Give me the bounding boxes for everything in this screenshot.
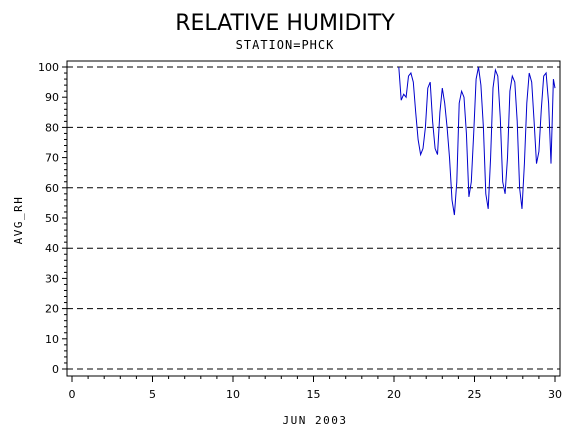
grid-layer [67, 66, 560, 370]
y-tick-label: 50 [45, 212, 59, 225]
series-layer [398, 66, 556, 216]
y-tick-label: 70 [45, 152, 59, 165]
x-tick-label: 0 [69, 388, 76, 401]
y-tick-label: 30 [45, 272, 59, 285]
x-tick-label: 30 [548, 388, 562, 401]
series-line [398, 66, 556, 216]
axes-layer: 0 10 20 30 40 50 60 70 80 90 100 0 5 10 15 20 25 30 [38, 61, 562, 401]
x-tick-label: 25 [468, 388, 482, 401]
plot-frame [66, 60, 561, 377]
y-tick-label: 100 [38, 61, 59, 74]
y-tick-label: 20 [45, 303, 59, 316]
y-axis-label: AVG_RH [12, 196, 25, 245]
x-axis-label: JUN 2003 [283, 414, 348, 427]
x-tick-label: 10 [226, 388, 240, 401]
y-tick-label: 40 [45, 242, 59, 255]
x-tick-label: 15 [307, 388, 321, 401]
y-tick-label: 0 [52, 363, 59, 376]
y-tick-label: 80 [45, 121, 59, 134]
chart-title: RELATIVE HUMIDITY [175, 11, 395, 36]
y-tick-label: 60 [45, 182, 59, 195]
y-tick-label: 90 [45, 91, 59, 104]
x-tick-label: 5 [149, 388, 156, 401]
chart-subtitle: STATION=PHCK [236, 38, 335, 52]
x-tick-label: 20 [387, 388, 401, 401]
y-tick-label: 10 [45, 333, 59, 346]
